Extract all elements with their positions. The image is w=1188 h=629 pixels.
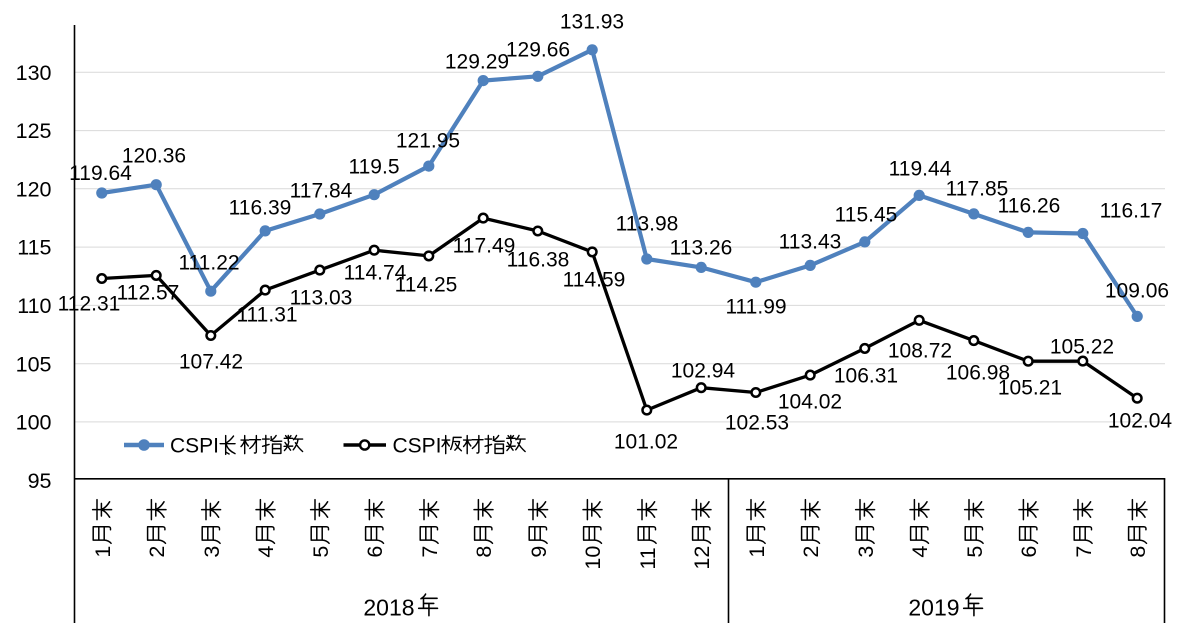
svg-text:113.26: 113.26 — [670, 237, 733, 260]
svg-text:7: 7 — [418, 546, 442, 558]
svg-text:105.22: 105.22 — [1050, 336, 1114, 359]
svg-text:101.02: 101.02 — [614, 431, 678, 454]
svg-text:119.64: 119.64 — [69, 162, 132, 185]
svg-text:113.98: 113.98 — [616, 213, 679, 236]
svg-text:112.57: 112.57 — [117, 282, 180, 305]
svg-text:117.49: 117.49 — [453, 235, 516, 258]
svg-text:117.84: 117.84 — [290, 180, 353, 203]
svg-text:116.26: 116.26 — [998, 195, 1061, 218]
svg-text:2018: 2018 — [363, 595, 414, 621]
svg-text:3: 3 — [200, 546, 224, 558]
svg-text:105.21: 105.21 — [998, 377, 1062, 400]
svg-text:120.36: 120.36 — [122, 145, 186, 168]
svg-text:116.39: 116.39 — [229, 197, 292, 220]
svg-text:1: 1 — [745, 546, 769, 558]
svg-text:116.17: 116.17 — [1100, 200, 1163, 223]
svg-text:121.95: 121.95 — [396, 130, 460, 153]
svg-text:130: 130 — [16, 61, 52, 85]
svg-text:2: 2 — [145, 546, 169, 558]
svg-text:117.85: 117.85 — [946, 178, 1009, 201]
svg-text:4: 4 — [908, 546, 932, 558]
svg-text:2019: 2019 — [908, 595, 959, 621]
svg-text:1: 1 — [91, 546, 115, 558]
svg-text:102.94: 102.94 — [671, 360, 736, 383]
svg-text:120: 120 — [16, 177, 52, 201]
svg-text:119.5: 119.5 — [349, 156, 400, 179]
svg-text:5: 5 — [309, 546, 333, 558]
svg-text:102.53: 102.53 — [725, 412, 789, 435]
svg-text:7: 7 — [1072, 546, 1096, 558]
svg-text:CSPI: CSPI — [393, 435, 442, 458]
svg-text:115.45: 115.45 — [835, 204, 898, 227]
svg-text:114.25: 114.25 — [395, 274, 458, 297]
svg-text:111.31: 111.31 — [236, 304, 297, 327]
svg-text:12: 12 — [690, 546, 714, 570]
svg-text:116.38: 116.38 — [507, 249, 570, 272]
svg-text:4: 4 — [254, 546, 278, 558]
svg-text:2: 2 — [799, 546, 823, 558]
svg-text:9: 9 — [527, 546, 551, 558]
svg-text:113.03: 113.03 — [290, 287, 353, 310]
svg-text:129.66: 129.66 — [506, 39, 570, 62]
svg-text:100: 100 — [16, 411, 52, 435]
svg-text:102.04: 102.04 — [1108, 410, 1173, 433]
svg-text:3: 3 — [854, 546, 878, 558]
svg-text:106.31: 106.31 — [834, 365, 898, 388]
svg-text:105: 105 — [16, 352, 52, 376]
svg-text:8: 8 — [472, 546, 496, 558]
svg-text:106.98: 106.98 — [946, 362, 1010, 385]
svg-text:114.59: 114.59 — [563, 269, 626, 292]
svg-text:110: 110 — [17, 294, 51, 318]
svg-text:131.93: 131.93 — [560, 11, 624, 34]
svg-text:119.44: 119.44 — [889, 158, 952, 181]
svg-text:CSPI: CSPI — [170, 435, 219, 458]
svg-text:109.06: 109.06 — [1105, 280, 1169, 303]
svg-text:11: 11 — [636, 547, 660, 569]
svg-text:8: 8 — [1126, 546, 1150, 558]
svg-text:111.22: 111.22 — [178, 252, 239, 275]
svg-text:113.43: 113.43 — [779, 231, 842, 254]
svg-text:108.72: 108.72 — [888, 340, 952, 363]
svg-text:6: 6 — [363, 546, 387, 558]
svg-text:129.29: 129.29 — [445, 51, 509, 74]
svg-text:104.02: 104.02 — [778, 391, 842, 414]
svg-text:10: 10 — [581, 546, 605, 570]
svg-text:5: 5 — [963, 546, 987, 558]
svg-text:107.42: 107.42 — [179, 351, 243, 374]
svg-text:111.99: 111.99 — [725, 296, 786, 319]
svg-text:6: 6 — [1017, 546, 1041, 558]
svg-text:114.74: 114.74 — [344, 262, 407, 285]
svg-text:115: 115 — [17, 236, 51, 260]
svg-text:125: 125 — [16, 119, 52, 143]
svg-text:112.31: 112.31 — [58, 293, 121, 316]
svg-text:95: 95 — [28, 469, 52, 493]
